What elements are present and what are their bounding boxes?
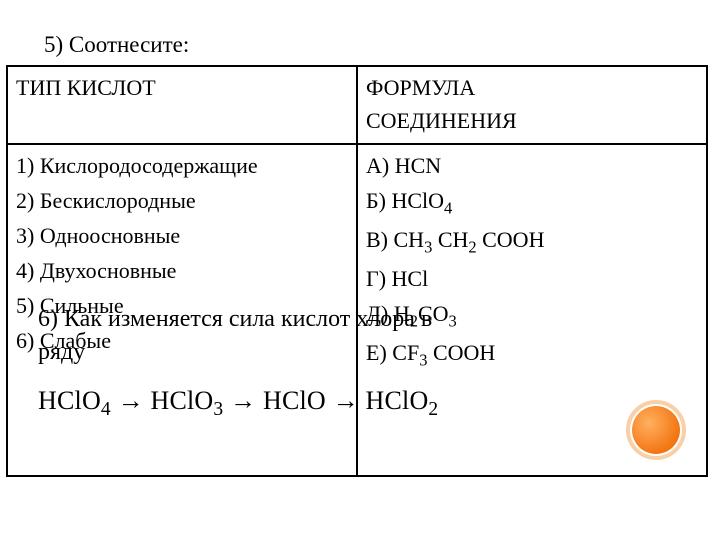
type-item-3: 3) Одноосновные (16, 219, 348, 252)
type-item-2: 2) Бескислородные (16, 184, 348, 217)
circle-fill (632, 406, 680, 454)
formula-c: В) CH3 CH2 COOH (366, 223, 698, 260)
formula-a: А) HCN (366, 149, 698, 182)
question-5-heading: 5) Соотнесите: (44, 32, 189, 58)
question-6-line1: 6) Как изменяется сила кислот хлора в (38, 303, 598, 335)
question-6-line2: ряду (38, 336, 85, 368)
decorative-circle (632, 406, 680, 454)
formula-f: Е) CF3 COOH (366, 336, 698, 373)
th-formula-l2: СОЕДИНЕНИЯ (366, 104, 698, 137)
question-6-formula: HClO4 → HClO3 → HClO → HClO2 (38, 383, 438, 424)
th-formula-l1: ФОРМУЛА (366, 71, 698, 104)
th-type: ТИП КИСЛОТ (16, 71, 348, 104)
formula-d: Г) HCl (366, 262, 698, 295)
type-item-4: 4) Двухосновные (16, 254, 348, 287)
type-item-1: 1) Кислородосодержащие (16, 149, 348, 182)
formula-b: Б) HClO4 (366, 184, 698, 221)
